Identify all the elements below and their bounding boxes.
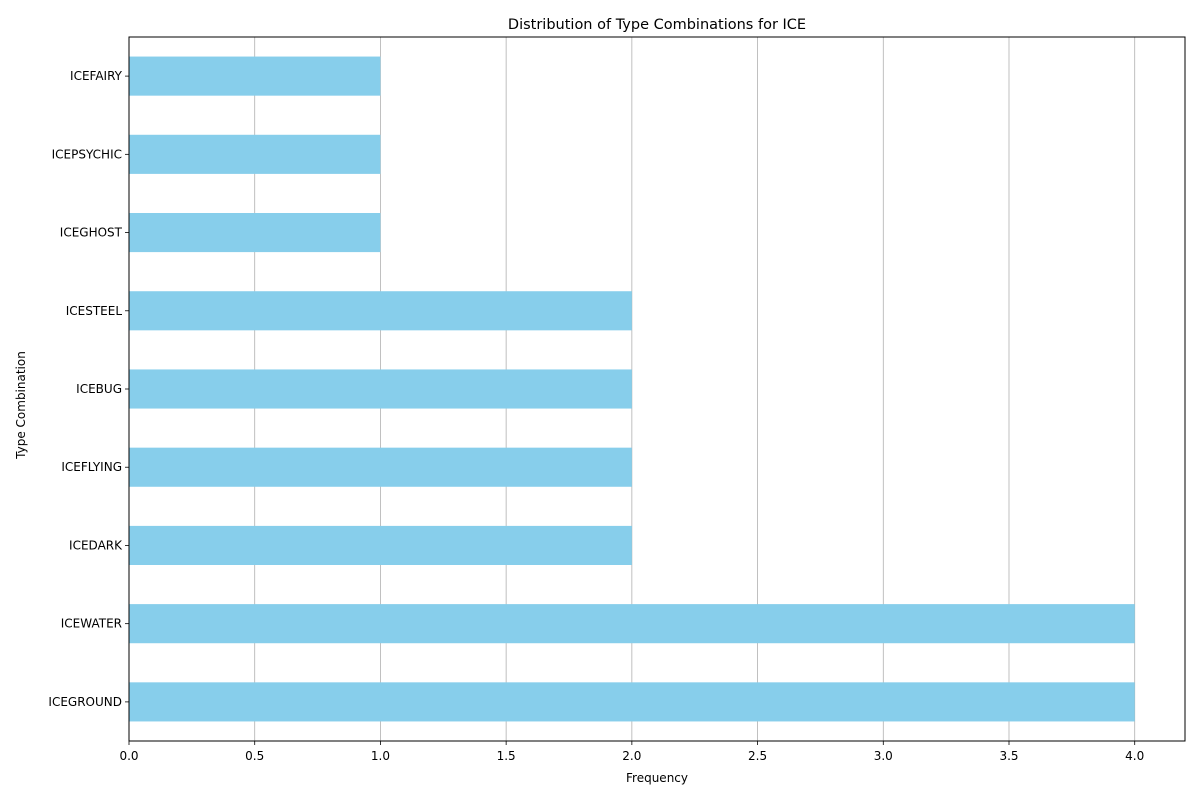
x-tick-label: 1.5 — [497, 749, 516, 763]
y-axis: ICEGROUND ICEWATER ICEDARK ICEFLYING ICEBUG I… — [48, 69, 129, 709]
bar-icepsychic — [129, 134, 381, 174]
chart-title: Distribution of Type Combinations for IC… — [508, 17, 806, 33]
plot-frame — [128, 36, 1186, 742]
bar-icefairy — [129, 56, 381, 96]
y-tick-label: ICESTEEL — [66, 304, 123, 318]
bar-iceground — [129, 682, 1135, 722]
y-tick-label: ICEBUG — [76, 382, 122, 396]
bar-iceghost — [129, 213, 381, 253]
y-tick-label: ICEGROUND — [48, 695, 122, 709]
bar-icewater — [129, 604, 1135, 644]
x-tick-label: 2.0 — [622, 749, 641, 763]
y-tick-label: ICEFLYING — [61, 460, 122, 474]
bars — [129, 56, 1135, 722]
bar-iceflying — [129, 447, 632, 487]
x-tick-label: 3.5 — [999, 749, 1018, 763]
x-tick-label: 3.0 — [874, 749, 893, 763]
x-axis: 0.0 0.5 1.0 1.5 2.0 2.5 3.0 3.5 4.0 — [119, 741, 1144, 763]
x-tick-label: 0.5 — [245, 749, 264, 763]
y-tick-label: ICEWATER — [61, 617, 122, 631]
x-axis-title: Frequency — [626, 771, 688, 785]
y-tick-label: ICEDARK — [69, 538, 123, 552]
y-tick-label: ICEGHOST — [60, 226, 123, 240]
x-tick-label: 0.0 — [119, 749, 138, 763]
x-tick-label: 1.0 — [371, 749, 390, 763]
y-tick-label: ICEPSYCHIC — [52, 147, 122, 161]
y-axis-title: Type Combination — [14, 351, 28, 460]
y-tick-label: ICEFAIRY — [70, 69, 123, 83]
bar-icebug — [129, 369, 632, 409]
x-tick-label: 2.5 — [748, 749, 767, 763]
x-tick-label: 4.0 — [1125, 749, 1144, 763]
bar-icedark — [129, 525, 632, 565]
bar-icesteel — [129, 291, 632, 331]
